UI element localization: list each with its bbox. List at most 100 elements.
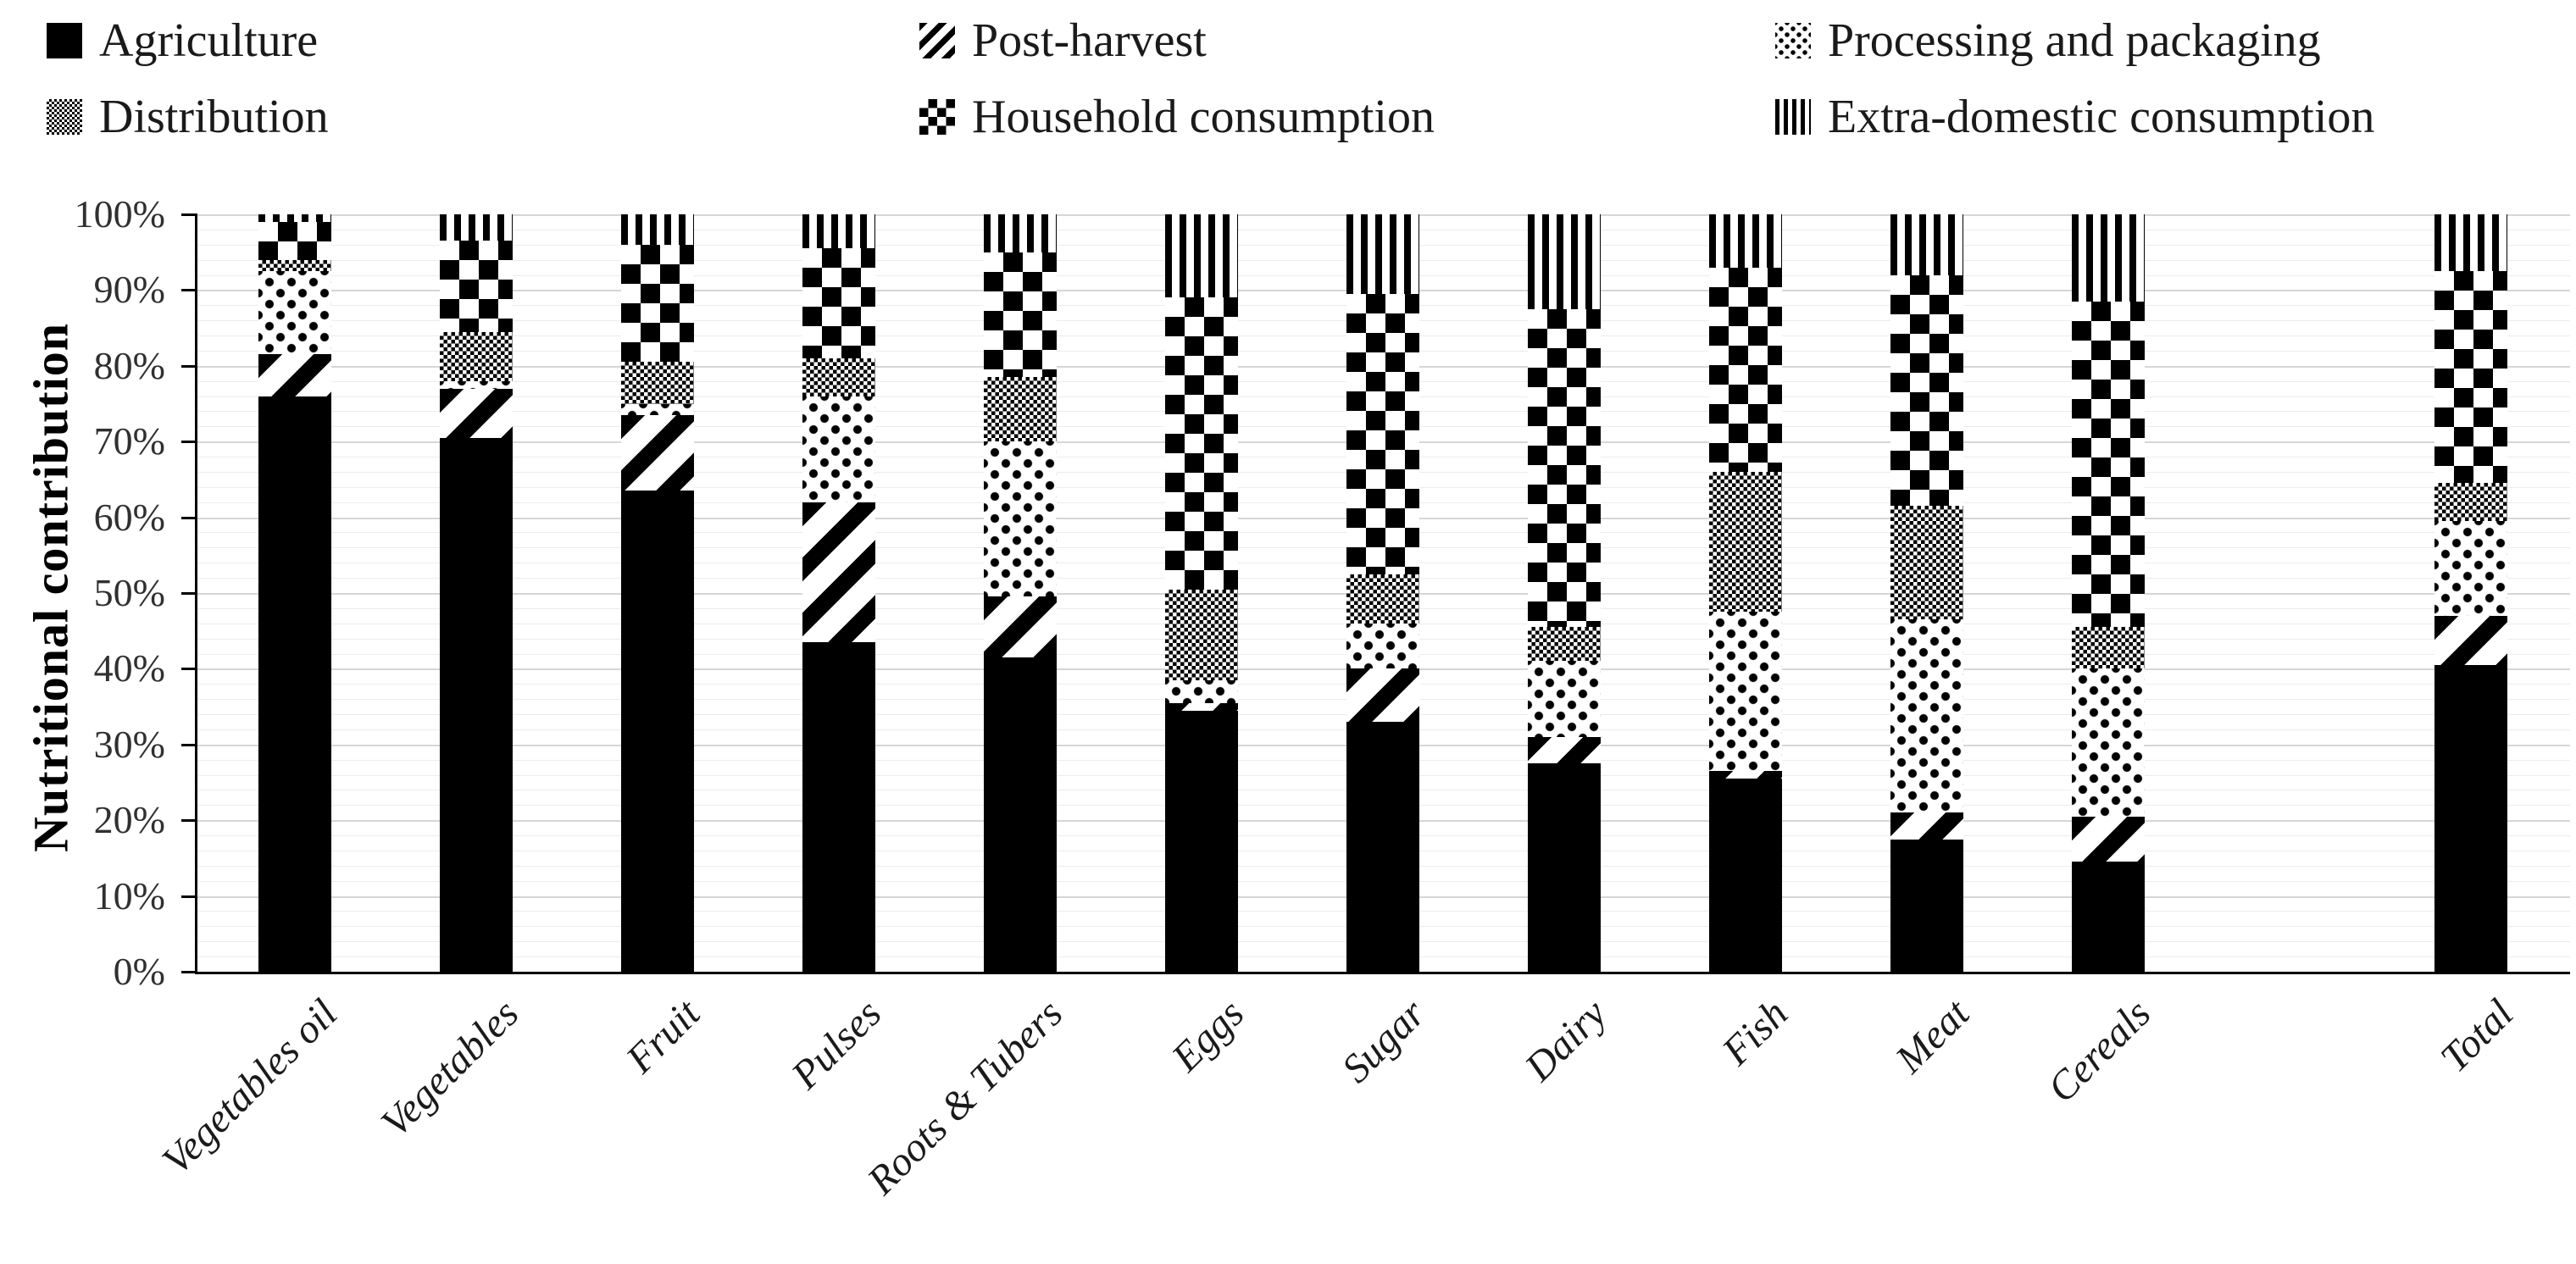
bar-segment-extra-domestic-consumption bbox=[1890, 214, 1963, 275]
bar-segment-agriculture bbox=[1709, 779, 1782, 972]
legend-swatch-agriculture-icon bbox=[47, 23, 82, 58]
legend-item-extra-domestic-consumption: Extra-domestic consumption bbox=[1775, 93, 2374, 141]
y-tick-label: 30% bbox=[93, 722, 165, 766]
bar-segment-extra-domestic-consumption bbox=[440, 214, 513, 241]
bar-segment-distribution bbox=[621, 362, 694, 404]
bar-segment-extra-domestic-consumption bbox=[1346, 214, 1419, 294]
bar-segment-post-harvest bbox=[440, 388, 513, 438]
y-axis-title: Nutritional contribution bbox=[23, 323, 79, 852]
bar-segment-household-consumption bbox=[440, 241, 513, 332]
bar-segment-distribution bbox=[2434, 483, 2507, 522]
y-tick bbox=[181, 441, 197, 444]
bar-pulses bbox=[802, 214, 875, 972]
bar-segment-extra-domestic-consumption bbox=[258, 214, 331, 222]
bar-segment-distribution bbox=[1346, 574, 1419, 624]
bar-vegetables bbox=[440, 214, 513, 972]
bar-fruit bbox=[621, 214, 694, 972]
bar-segment-agriculture bbox=[1528, 763, 1601, 972]
bar-segment-processing-and-packaging bbox=[1528, 661, 1601, 737]
y-tick bbox=[181, 743, 197, 746]
bar-segment-distribution bbox=[440, 331, 513, 381]
bar-segment-extra-domestic-consumption bbox=[2072, 214, 2145, 302]
bar-segment-household-consumption bbox=[2434, 271, 2507, 484]
bar-segment-agriculture bbox=[258, 396, 331, 972]
bar-sugar bbox=[1346, 214, 1419, 972]
plot-area: 0% 10% 20% 30% 40% 50% 60% 70% 80% 90% 100% bbox=[75, 195, 2570, 991]
x-axis-label-cereals: Cereals bbox=[2039, 990, 2160, 1112]
legend-item-distribution: Distribution bbox=[47, 93, 329, 141]
bar-segment-processing-and-packaging bbox=[621, 403, 694, 415]
bar-segment-processing-and-packaging bbox=[440, 380, 513, 389]
x-axis-label-meat: Meat bbox=[1886, 990, 1979, 1082]
y-tick bbox=[181, 971, 197, 973]
bar-segment-post-harvest bbox=[1165, 702, 1238, 711]
y-tick-label: 100% bbox=[74, 192, 165, 236]
bar-segment-processing-and-packaging bbox=[2434, 521, 2507, 616]
bar-eggs bbox=[1165, 214, 1238, 972]
x-axis-label-dairy: Dairy bbox=[1516, 990, 1616, 1090]
bar-segment-household-consumption bbox=[984, 252, 1057, 378]
y-tick-label: 90% bbox=[93, 268, 165, 312]
bar-segment-household-consumption bbox=[1890, 274, 1963, 507]
legend-swatch-distribution-icon bbox=[47, 99, 82, 135]
x-axis-label-vegetables: Vegetables bbox=[372, 990, 528, 1146]
bar-segment-agriculture bbox=[1346, 721, 1419, 972]
y-tick-label: 10% bbox=[93, 873, 165, 918]
bar-segment-household-consumption bbox=[1346, 293, 1419, 574]
bar-segment-processing-and-packaging bbox=[1165, 679, 1238, 703]
bar-segment-household-consumption bbox=[258, 221, 331, 260]
legend-swatch-extra-domestic-consumption-icon bbox=[1775, 99, 1811, 135]
legend-item-household-consumption: Household consumption bbox=[919, 93, 1435, 141]
y-tick bbox=[181, 516, 197, 519]
bar-fish bbox=[1709, 214, 1782, 972]
bar-segment-distribution bbox=[1709, 471, 1782, 613]
bar-segment-distribution bbox=[984, 377, 1057, 442]
bar-dairy bbox=[1528, 214, 1601, 972]
bar-roots-tubers bbox=[984, 214, 1057, 972]
bar-segment-processing-and-packaging bbox=[258, 271, 331, 355]
y-tick bbox=[181, 213, 197, 216]
y-tick bbox=[181, 819, 197, 823]
chart-legend: Agriculture Post-harvest Processing and pa… bbox=[0, 0, 2576, 169]
bar-segment-extra-domestic-consumption bbox=[802, 214, 875, 249]
bar-segment-extra-domestic-consumption bbox=[1165, 214, 1238, 298]
x-axis-label-total: Total bbox=[2432, 990, 2523, 1081]
bar-segment-extra-domestic-consumption bbox=[2434, 214, 2507, 272]
x-axis-label-eggs: Eggs bbox=[1163, 990, 1253, 1081]
bar-vegetables-oil bbox=[258, 214, 331, 972]
bar-segment-agriculture bbox=[2072, 862, 2145, 972]
bar-segment-processing-and-packaging bbox=[1346, 623, 1419, 669]
bar-segment-processing-and-packaging bbox=[1709, 612, 1782, 772]
bar-segment-agriculture bbox=[1165, 710, 1238, 972]
legend-item-processing-and-packaging: Processing and packaging bbox=[1775, 17, 2321, 64]
bar-segment-distribution bbox=[258, 259, 331, 272]
legend-label: Extra-domestic consumption bbox=[1828, 91, 2375, 143]
legend-label: Household consumption bbox=[972, 91, 1435, 143]
y-tick-label: 40% bbox=[93, 646, 165, 690]
y-tick-label: 0% bbox=[113, 950, 165, 993]
bar-segment-processing-and-packaging bbox=[2072, 668, 2145, 817]
bar-segment-household-consumption bbox=[802, 248, 875, 358]
legend-label: Agriculture bbox=[99, 14, 319, 67]
legend-label: Processing and packaging bbox=[1828, 14, 2321, 67]
bar-segment-post-harvest bbox=[621, 414, 694, 491]
y-tick-label: 20% bbox=[93, 798, 165, 842]
bar-segment-processing-and-packaging bbox=[984, 441, 1057, 597]
y-tick-label: 60% bbox=[93, 495, 165, 539]
bar-segment-processing-and-packaging bbox=[1890, 619, 1963, 813]
bar-segment-agriculture bbox=[440, 437, 513, 972]
bar-segment-household-consumption bbox=[1165, 297, 1238, 590]
legend-swatch-household-consumption-icon bbox=[919, 99, 955, 135]
x-axis-line bbox=[195, 972, 2570, 974]
bar-segment-post-harvest bbox=[2072, 816, 2145, 862]
legend-label: Post-harvest bbox=[972, 14, 1207, 67]
y-tick bbox=[181, 289, 197, 292]
bar-segment-extra-domestic-consumption bbox=[984, 214, 1057, 252]
bar-segment-agriculture bbox=[621, 491, 694, 972]
bar-segment-post-harvest bbox=[802, 502, 875, 643]
bar-segment-post-harvest bbox=[1528, 736, 1601, 764]
bar-meat bbox=[1890, 214, 1963, 972]
bar-segment-household-consumption bbox=[2072, 301, 2145, 628]
x-axis-label-pulses: Pulses bbox=[783, 990, 891, 1098]
